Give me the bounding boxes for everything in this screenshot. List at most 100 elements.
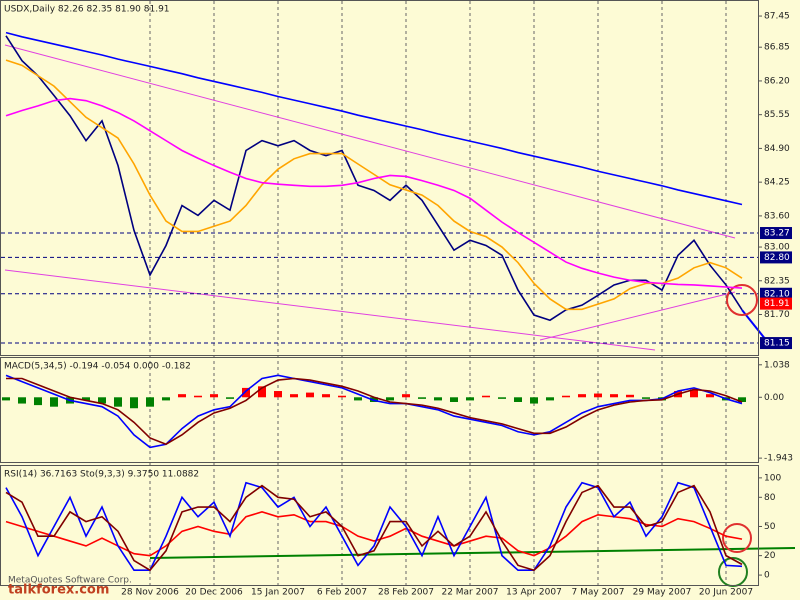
histogram-bar [274,391,282,398]
y-tick-label: 81.70 [764,310,790,320]
series-line [5,481,743,572]
histogram-bar [290,394,298,398]
histogram-bar [498,397,506,399]
level-label: 81.15 [764,339,790,349]
x-tick-label: 29 May 2007 [633,588,692,598]
histogram-bar [386,397,394,401]
histogram-bar [18,397,26,404]
y-tick-label: 86.85 [764,43,790,53]
histogram-bar [562,395,570,398]
level-box [760,287,792,300]
y-tick-label: 50 [764,522,776,532]
series-line [5,484,743,572]
y-tick-label: 83.60 [764,211,790,221]
histogram-bar [530,397,538,404]
x-tick-label: 22 Mar 2007 [441,588,498,598]
histogram-bar [210,394,218,398]
y-tick-label: 100 [764,473,781,483]
histogram-bar [610,394,618,398]
panel-title: MACD(5,34,5) -0.194 -0.054 0.000 -0.182 [4,362,191,372]
x-tick-label: 15 Jan 2007 [251,588,305,598]
histogram-bar [434,397,442,401]
histogram-bar [82,397,90,401]
level-box [760,227,792,240]
histogram-bar [130,397,138,409]
histogram-bar [50,397,58,407]
histogram-bar [242,387,250,398]
histogram-bar [706,394,714,398]
histogram-bar [322,394,330,398]
histogram-bar [98,397,106,404]
x-tick-label: 7 May 2007 [572,588,625,598]
highlight-circle [722,523,752,553]
y-tick-label: 0.00 [764,393,784,403]
histogram-bar [546,397,554,401]
x-tick-label: 13 Apr 2007 [506,588,562,598]
trendline [539,291,736,341]
y-tick-label: 84.90 [764,144,790,154]
histogram-bar [34,397,42,406]
y-tick-label: 83.00 [764,243,790,253]
histogram-bar [194,395,202,398]
y-tick-label: 85.55 [764,110,790,120]
trendline [4,269,656,351]
histogram-bar [162,397,170,401]
trendline [149,547,796,559]
level-label: 82.10 [764,289,790,299]
y-tick-label: 80 [764,493,776,503]
highlight-circle [726,284,758,316]
panel-frame [0,357,759,463]
histogram-bar [514,397,522,402]
histogram-bar [114,397,122,407]
level-label: 82.80 [764,253,790,263]
histogram-bar [258,386,266,398]
series-line [5,59,743,311]
y-tick-label: 0 [764,571,770,581]
histogram-bar [450,397,458,402]
histogram-bar [594,393,602,398]
copyright: MetaQuotes Software Corp. [8,576,132,586]
x-tick-label: 20 Jun 2007 [699,588,753,598]
y-tick-label: -1.943 [764,454,793,464]
watermark: talkforex.com [8,583,109,598]
y-tick-label: 1.038 [764,360,790,370]
y-tick-label: 84.25 [764,178,790,188]
level-label: 83.27 [764,229,790,239]
histogram-bar [2,397,10,401]
series-line [5,97,743,289]
series-line [5,31,743,206]
histogram-bar [338,395,346,398]
histogram-bar [402,394,410,398]
x-tick-label: 28 Nov 2006 [121,588,179,598]
histogram-bar [178,394,186,398]
x-tick-label: 6 Feb 2007 [317,588,367,598]
panel-title: RSI(14) 36.7163 Sto(9,3,3) 9.3750 11.088… [4,470,199,480]
histogram-bar [418,397,426,399]
level-box [760,251,792,264]
last-price-box [760,297,792,310]
panel-title: USDX,Daily 82.26 82.35 81.90 81.91 [4,5,170,15]
histogram-bar [690,389,698,398]
last-price-label: 81.91 [764,299,790,309]
series-line [5,35,743,322]
histogram-bar [482,395,490,398]
series-line [6,377,743,446]
x-tick-label: 28 Feb 2007 [378,588,434,598]
histogram-bar [354,397,362,401]
trendlines [4,44,796,587]
histogram-bar [642,397,650,399]
series-line [5,374,743,449]
y-tick-label: 86.20 [764,76,790,86]
histogram-bar [466,397,474,401]
histogram-bar [146,397,154,407]
panel-frame [0,465,759,586]
y-tick-label: 87.45 [764,12,790,22]
trendline [4,44,736,239]
y-tick-label: 82.35 [764,276,790,286]
x-tick-label: 20 Dec 2006 [185,588,243,598]
y-tick-label: 20 [764,551,776,561]
panel-frame [0,0,759,356]
histogram-bar [578,394,586,398]
